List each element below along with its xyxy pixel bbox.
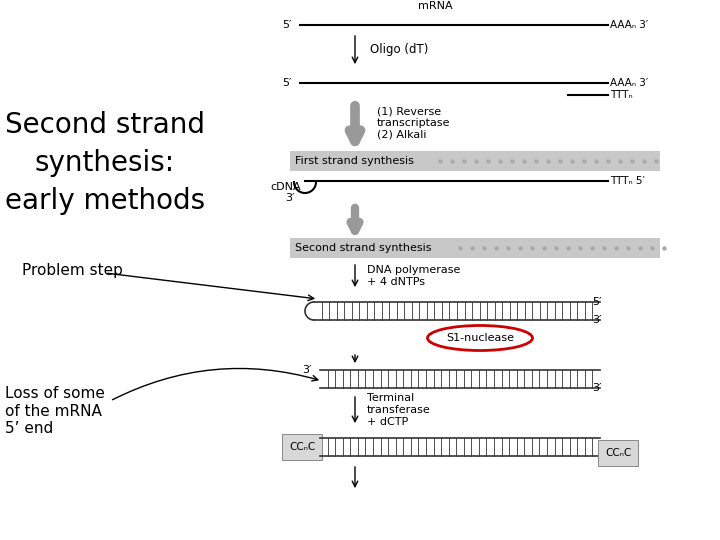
Text: TTTₙ 5′: TTTₙ 5′ bbox=[610, 176, 645, 186]
Text: Terminal
transferase
+ dCTP: Terminal transferase + dCTP bbox=[367, 394, 431, 427]
Text: Second strand synthesis: Second strand synthesis bbox=[295, 243, 431, 253]
Text: 5′: 5′ bbox=[282, 78, 292, 88]
Text: Problem step: Problem step bbox=[22, 264, 123, 279]
Text: CCₙC: CCₙC bbox=[605, 448, 631, 458]
Text: early methods: early methods bbox=[5, 187, 205, 215]
Text: TTTₙ: TTTₙ bbox=[610, 90, 633, 100]
Text: 5′: 5′ bbox=[592, 297, 601, 307]
Text: mRNA: mRNA bbox=[418, 1, 452, 11]
Text: (1) Reverse
transcriptase
(2) Alkali: (1) Reverse transcriptase (2) Alkali bbox=[377, 106, 451, 140]
Text: CCₙC: CCₙC bbox=[289, 442, 315, 452]
Text: AAAₙ 3′: AAAₙ 3′ bbox=[610, 20, 648, 30]
Text: AAAₙ 3′: AAAₙ 3′ bbox=[610, 78, 648, 88]
Text: Loss of some
of the mRNA
5’ end: Loss of some of the mRNA 5’ end bbox=[5, 386, 105, 436]
Text: 5′: 5′ bbox=[282, 20, 292, 30]
Text: 3′: 3′ bbox=[592, 383, 601, 393]
Text: 3′: 3′ bbox=[286, 193, 295, 203]
FancyBboxPatch shape bbox=[598, 440, 638, 466]
Text: Oligo (dT): Oligo (dT) bbox=[370, 44, 428, 57]
FancyBboxPatch shape bbox=[282, 434, 322, 460]
Text: 3′: 3′ bbox=[592, 315, 601, 325]
Text: cDNA: cDNA bbox=[270, 182, 301, 192]
Text: S1-nuclease: S1-nuclease bbox=[446, 333, 514, 343]
Text: DNA polymerase
+ 4 dNTPs: DNA polymerase + 4 dNTPs bbox=[367, 265, 460, 287]
FancyBboxPatch shape bbox=[290, 238, 660, 258]
Text: 3′: 3′ bbox=[302, 365, 312, 375]
Text: First strand synthesis: First strand synthesis bbox=[295, 156, 414, 166]
Text: synthesis:: synthesis: bbox=[35, 149, 175, 177]
Text: Second strand: Second strand bbox=[5, 111, 205, 139]
FancyBboxPatch shape bbox=[290, 151, 660, 171]
